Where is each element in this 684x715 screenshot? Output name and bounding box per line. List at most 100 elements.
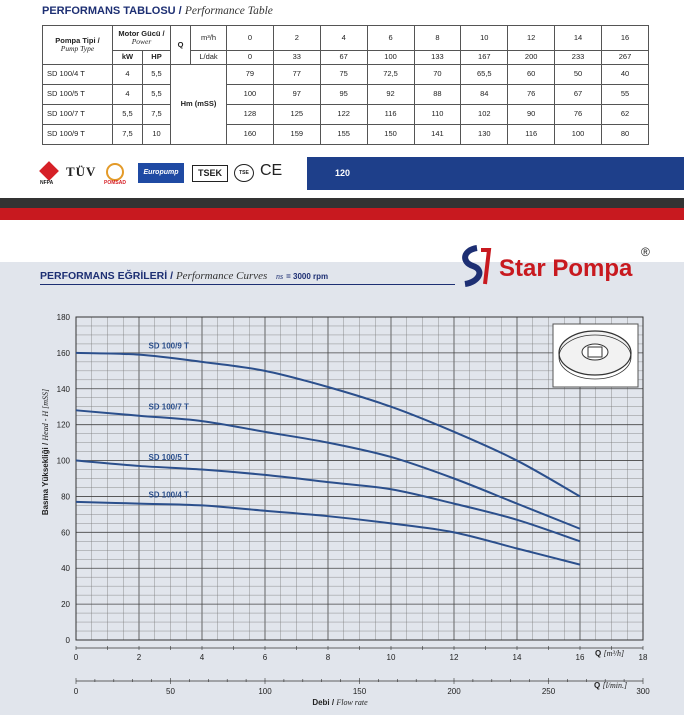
table-row: SD 100/5 T 4 5,5 100 97 95 92 88 84 76 6… (42, 84, 649, 105)
x-tick-label-lmin: 300 (636, 687, 650, 696)
tuv-logo: TÜV (66, 164, 97, 179)
table-title: PERFORMANS TABLOSU / Performance Table (42, 5, 273, 17)
head-cell: 62 (601, 104, 649, 125)
head-cell: 67 (554, 84, 602, 105)
q-ldak-cell: 133 (413, 50, 462, 65)
x-tick-label-lmin: 250 (542, 687, 556, 696)
series-label: SD 100/9 T (148, 342, 189, 351)
q-ldak-cell: 267 (601, 50, 649, 65)
certification-logos: NFPA TÜV POMSAD Europump TSEK TSE CE (39, 161, 310, 190)
series-label: SD 100/5 T (148, 453, 189, 462)
q-header: Q (170, 25, 191, 65)
x-tick-label-m3h: 10 (387, 653, 396, 662)
x-tick-label-m3h: 12 (450, 653, 459, 662)
series-line (75, 459, 581, 543)
q-m3h-cell: 4 (319, 25, 368, 51)
y-axis-title: Basma Yüksekliği / Head - H [mSS] (41, 389, 50, 515)
ns-label: ns (276, 272, 284, 281)
x-tick-label-m3h: 0 (74, 653, 79, 662)
table-title-italic: Performance Table (184, 5, 273, 17)
pump-type-cell: SD 100/9 T (42, 124, 113, 145)
kw-cell: 4 (112, 84, 143, 105)
q-m3h-cell: 12 (507, 25, 556, 51)
head-cell: 60 (507, 64, 556, 85)
head-cell: 141 (413, 124, 462, 145)
q-ldak-cell: 200 (507, 50, 556, 65)
impeller-illustration (552, 323, 639, 388)
y-tick-label: 160 (57, 349, 71, 358)
q-m3h-cell: 6 (366, 25, 415, 51)
x-tick-label-m3h: 6 (263, 653, 268, 662)
y-tick-label: 120 (57, 421, 71, 430)
pump-type-header: Pompa Tipi / Pump Type (42, 25, 113, 65)
curves-title-italic: Performance Curves (175, 270, 268, 282)
hp-cell: 7,5 (142, 104, 171, 125)
separator-dark-band (0, 198, 684, 210)
series-label: SD 100/4 T (148, 491, 189, 500)
brand-registered: ® (641, 245, 650, 259)
head-cell: 80 (601, 124, 649, 145)
pump-type-cell: SD 100/7 T (42, 104, 113, 125)
impeller-hub-icon (581, 343, 609, 361)
head-cell: 160 (226, 124, 274, 145)
head-cell: 150 (366, 124, 415, 145)
y-tick-label: 140 (57, 385, 71, 394)
hp-header: HP (142, 50, 171, 65)
series-line (75, 409, 581, 530)
table-title-bold: PERFORMANS TABLOSU / (42, 5, 182, 17)
q-ldak-cell: 33 (272, 50, 321, 65)
head-cell: 130 (460, 124, 509, 145)
table-row: SD 100/4 T 4 5,5 Hm (mSS) 79 77 75 72,5 … (42, 64, 649, 145)
head-cell: 84 (460, 84, 509, 105)
head-cell: 55 (601, 84, 649, 105)
hp-cell: 10 (142, 124, 171, 145)
head-cell: 116 (366, 104, 415, 125)
head-cell: 77 (272, 64, 321, 85)
head-cell: 128 (226, 104, 274, 125)
x-axis-title: Debi / Flow rate (312, 698, 368, 707)
pump-type-cell: SD 100/4 T (42, 64, 113, 85)
y-tick-label: 180 (57, 313, 71, 322)
page-number: 120 (335, 168, 351, 178)
head-cell: 102 (460, 104, 509, 125)
x-axis-m3h-label: Q [m³/h] (595, 649, 624, 658)
q-ldak-cell: 67 (319, 50, 368, 65)
pomsad-icon (106, 163, 124, 181)
q-ldak-cell: 0 (226, 50, 274, 65)
q-m3h-cell: 8 (413, 25, 462, 51)
head-cell: 125 (272, 104, 321, 125)
kw-header: kW (112, 50, 143, 65)
nfpa-logo: NFPA (40, 180, 54, 186)
head-cell: 65,5 (460, 64, 509, 85)
europump-logo: Europump (138, 163, 184, 183)
tsek-logo: TSEK (192, 165, 228, 182)
head-cell: 79 (226, 64, 274, 85)
y-tick-label: 0 (66, 636, 71, 645)
head-cell: 97 (272, 84, 321, 105)
head-cell: 95 (319, 84, 368, 105)
y-tick-label: 60 (61, 528, 70, 537)
page-number-band (307, 157, 684, 190)
head-cell: 70 (413, 64, 462, 85)
q-m3h-cell: 2 (272, 25, 321, 51)
x-tick-label-lmin: 50 (166, 687, 175, 696)
separator-red-band (0, 208, 684, 220)
hp-cell: 5,5 (142, 64, 171, 85)
ce-logo: CE (260, 162, 283, 179)
rpm-label: = 3000 rpm (286, 272, 329, 281)
x-tick-label-m3h: 16 (576, 653, 585, 662)
q-m3h-cell: 14 (554, 25, 602, 51)
head-cell: 72,5 (366, 64, 415, 85)
performance-table: Pompa Tipi / Pump Type Motor Gücü / Powe… (42, 25, 649, 145)
chart-series: SD 100/9 T SD 100/7 T SD 100/5 T SD 100/4 T (75, 342, 581, 566)
y-tick-label: 80 (61, 492, 70, 501)
x-tick-label-m3h: 18 (639, 653, 648, 662)
x-tick-label-lmin: 200 (447, 687, 461, 696)
table-row: SD 100/7 T 5,5 7,5 128 125 122 116 110 1… (42, 104, 649, 125)
star-pompa-logo: Star Pompa ® (462, 245, 650, 287)
brand-p-mark-icon (481, 248, 492, 285)
head-cell: 110 (413, 104, 462, 125)
x-tick-label-lmin: 150 (353, 687, 367, 696)
